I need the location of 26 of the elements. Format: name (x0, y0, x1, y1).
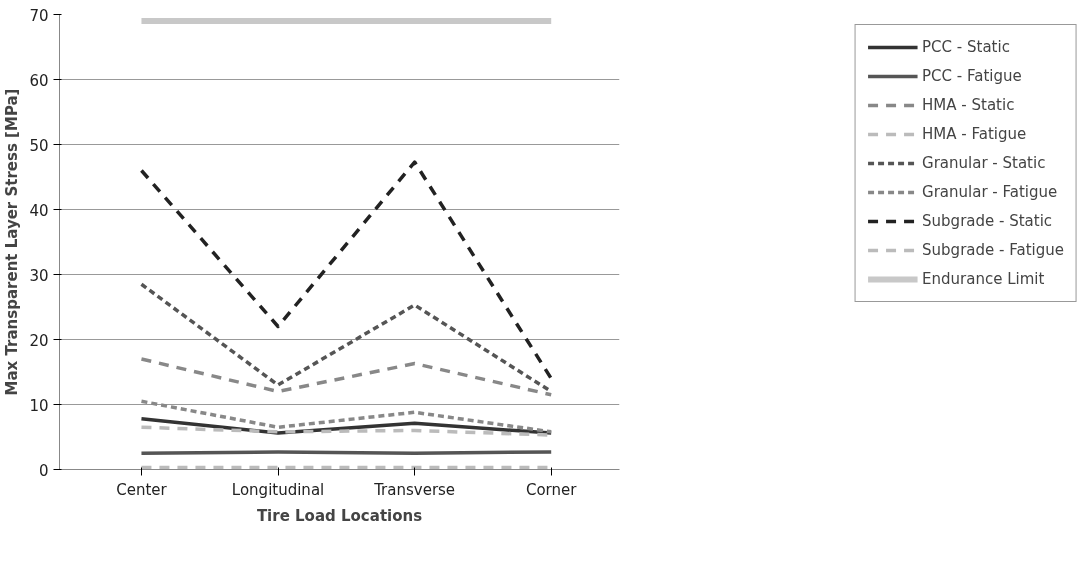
legend-label: Granular - Fatigue (922, 183, 1058, 201)
y-tick-label: 20 (29, 331, 49, 350)
line-series (139, 399, 553, 434)
legend-label: PCC - Fatigue (922, 67, 1022, 85)
y-tick-label: 10 (29, 396, 49, 415)
legend-label: HMA - Fatigue (922, 125, 1027, 143)
y-tick-label: 60 (29, 71, 49, 90)
x-tick-label: Longitudinal (231, 480, 325, 499)
line-series (139, 357, 553, 397)
legend-label: Subgrade - Fatigue (922, 241, 1064, 259)
y-axis-title: Max Transparent Layer Stress [MPa] (3, 88, 22, 396)
legend-label: Granular - Static (922, 154, 1046, 172)
y-tick-label: 30 (29, 266, 49, 285)
line-series (139, 160, 553, 381)
x-tick-label: Center (116, 480, 168, 499)
y-tick-label: 50 (29, 136, 49, 155)
legend-label: Endurance Limit (922, 270, 1045, 288)
x-tick-label: Transverse (373, 480, 456, 499)
y-tick-label: 40 (29, 201, 49, 220)
legend-label: Subgrade - Static (922, 212, 1053, 230)
y-tick-label: 70 (29, 6, 49, 25)
x-tick-label: Corner (525, 480, 578, 499)
legend-label: PCC - Static (922, 38, 1010, 56)
legend-label: HMA - Static (922, 96, 1015, 114)
x-axis-title: Tire Load Locations (256, 506, 423, 525)
y-tick-label: 0 (38, 461, 49, 480)
